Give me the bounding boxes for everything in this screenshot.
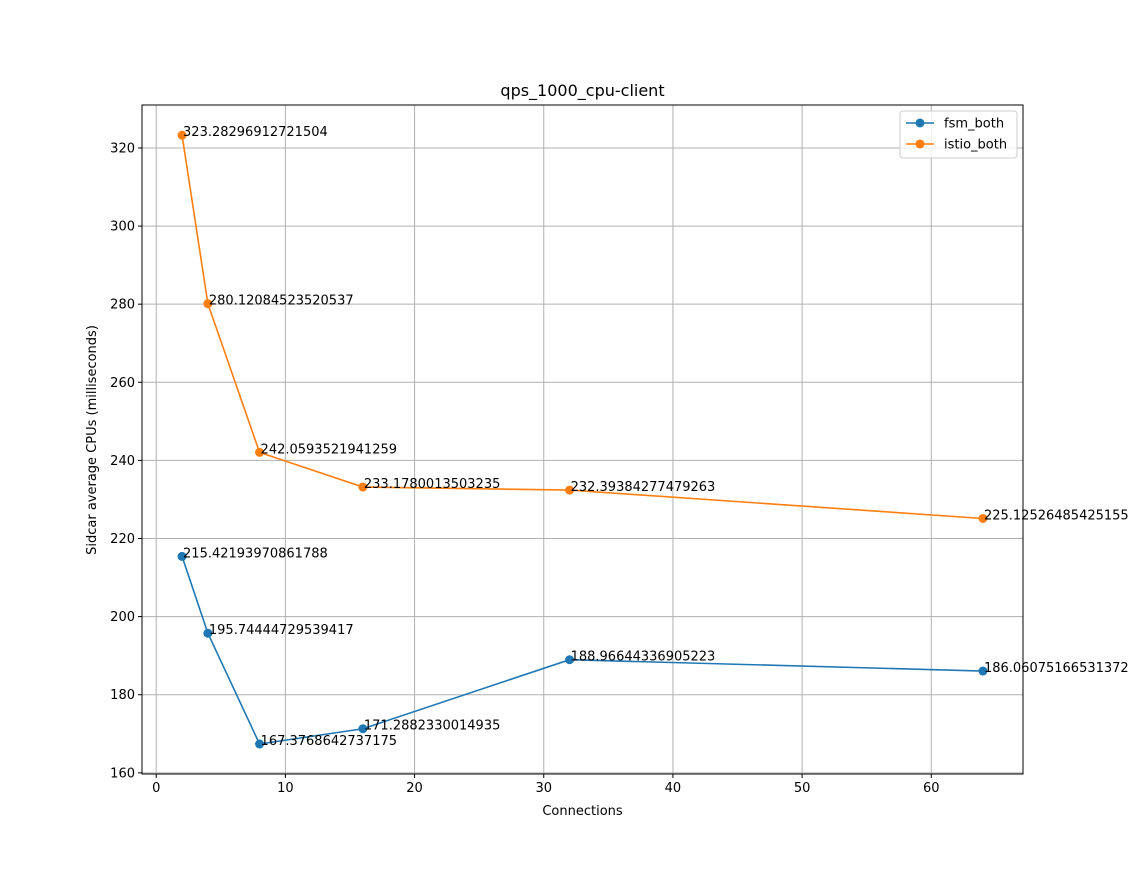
series-line-istio_both (181, 135, 984, 520)
data-label-fsm_both: 186.06075166531372 (984, 661, 1129, 676)
data-point-istio_both (255, 447, 265, 457)
x-tick-label: 50 (794, 781, 811, 796)
x-tick-label: 30 (535, 781, 552, 796)
y-tick-label: 240 (110, 454, 135, 469)
series-line-fsm_both (181, 556, 983, 745)
data-point-istio_both (565, 485, 575, 495)
data-point-istio_both (978, 513, 988, 523)
y-tick-label: 280 (110, 298, 135, 313)
data-point-fsm_both (358, 724, 368, 734)
x-tick-label: 60 (923, 781, 940, 796)
data-label-istio_both: 233.1780013503235 (364, 477, 500, 492)
data-label-fsm_both: 167.3768642737175 (261, 734, 397, 749)
y-tick-label: 220 (110, 532, 135, 547)
data-label-fsm_both: 195.74444729539417 (209, 623, 354, 638)
data-point-fsm_both (177, 551, 187, 561)
axis-ticks: 0 10 20 30 40 50 60 160 180 200 220 240 260 280 300 320 (110, 141, 939, 796)
data-point-fsm_both (203, 628, 213, 638)
legend-marker-fsm_both (915, 118, 925, 128)
grid (142, 105, 1023, 774)
data-point-istio_both (358, 482, 368, 492)
x-tick-label: 10 (277, 781, 294, 796)
chart-title: qps_1000_cpu-client (500, 81, 664, 101)
legend: fsm_both istio_both (899, 110, 1018, 159)
data-label-istio_both: 323.28296912721504 (183, 125, 328, 140)
data-label-istio_both: 280.12084523520537 (209, 294, 354, 309)
data-point-istio_both (203, 299, 213, 309)
y-tick-label: 260 (110, 376, 135, 391)
x-tick-label: 20 (406, 781, 423, 796)
series-layer: 215.42193970861788 195.74444729539417 167.… (177, 125, 1129, 749)
y-tick-label: 180 (110, 688, 135, 703)
data-point-fsm_both (565, 655, 575, 665)
data-label-fsm_both: 215.42193970861788 (183, 546, 328, 561)
x-axis-label: Connections (542, 804, 623, 819)
plot-frame (141, 104, 1024, 775)
data-label-fsm_both: 171.2882330014935 (364, 719, 500, 734)
data-label-istio_both: 225.12526485425155 (984, 508, 1129, 523)
legend-label-fsm_both: fsm_both (944, 117, 1004, 132)
data-point-fsm_both (978, 666, 988, 676)
data-label-istio_both: 242.0593521941259 (261, 442, 397, 457)
data-point-fsm_both (255, 739, 265, 749)
x-tick-label: 0 (152, 781, 160, 796)
y-axis-label: Sidcar average CPUs (milliseconds) (85, 325, 100, 555)
data-label-fsm_both: 188.96644336905223 (571, 650, 716, 665)
data-point-istio_both (177, 130, 187, 140)
legend-label-istio_both: istio_both (944, 138, 1007, 153)
y-tick-label: 300 (110, 220, 135, 235)
y-tick-label: 160 (110, 766, 135, 781)
legend-marker-istio_both (915, 139, 925, 149)
y-tick-label: 200 (110, 610, 135, 625)
x-tick-label: 40 (665, 781, 682, 796)
y-tick-label: 320 (110, 141, 135, 156)
data-label-istio_both: 232.39384277479263 (571, 480, 716, 495)
